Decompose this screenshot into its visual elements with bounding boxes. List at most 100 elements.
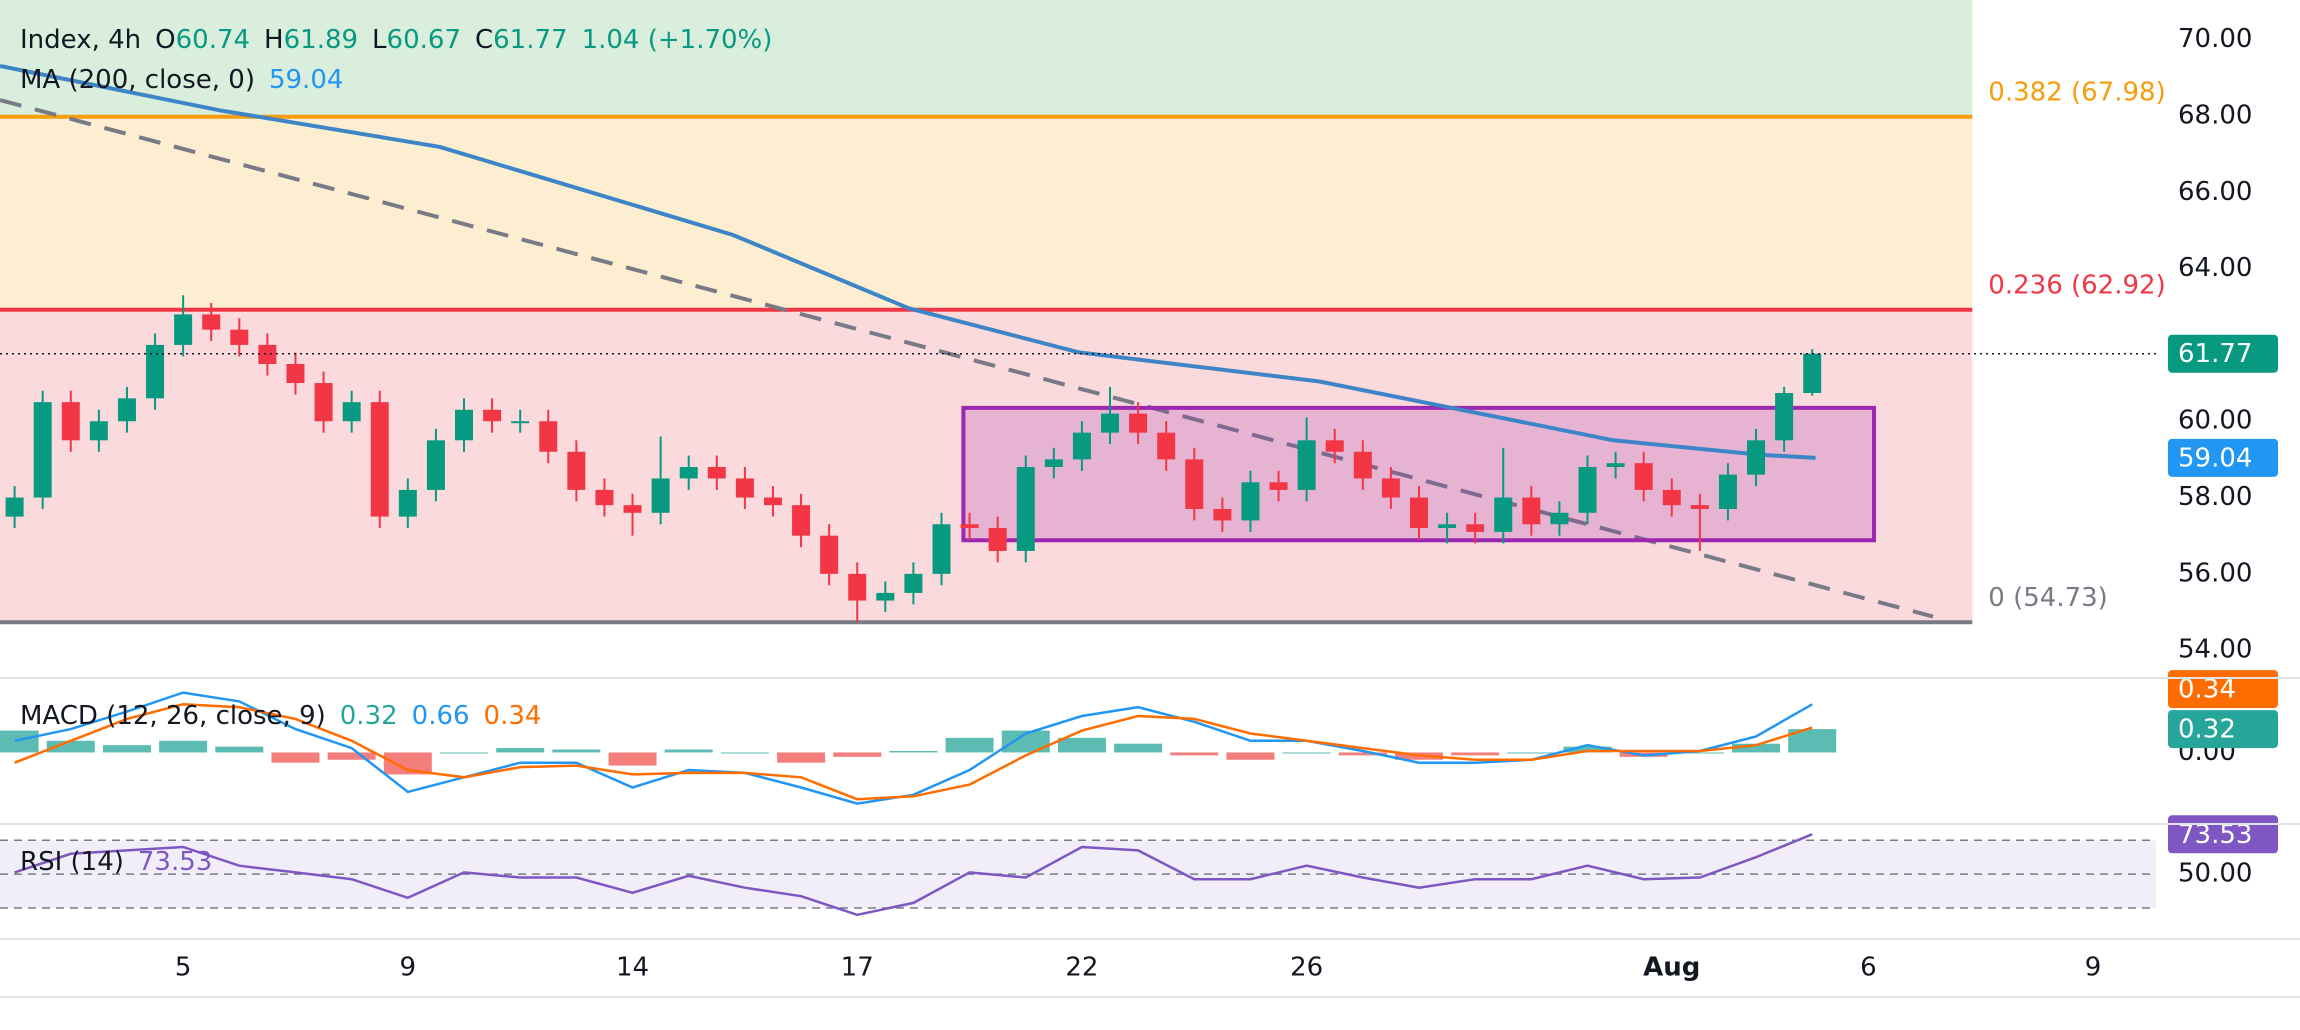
x-tick-label: 5 (175, 953, 192, 983)
field-key: O (155, 25, 175, 55)
histogram-bar (608, 752, 657, 766)
ma-price-label: 59.04 (2178, 443, 2252, 473)
histogram-bar (1788, 729, 1837, 753)
candle-body (1803, 353, 1822, 393)
x-tick-label: 26 (1290, 953, 1323, 983)
histogram-bar (1170, 752, 1219, 756)
fib-label: 0 (54.73) (1988, 583, 2108, 613)
candle-body (1550, 512, 1569, 525)
candle-body (1157, 432, 1176, 460)
candle-body (258, 344, 277, 364)
hist-label: 0.32 (340, 701, 398, 731)
ma-header: MA (200, close, 0) 59.04 (20, 65, 343, 95)
header-line: Index, 4h O60.74 H61.89 L60.67 C61.77 1.04 (+… (20, 25, 772, 55)
histogram-bar (496, 748, 545, 753)
last-price-label: 61.77 (2178, 339, 2252, 369)
y-tick-label: 60.00 (2178, 406, 2252, 436)
candle-body (89, 421, 108, 441)
y-tick-label: 66.00 (2178, 177, 2252, 207)
field-key: L (372, 25, 387, 55)
field-value: 61.77 (493, 25, 567, 55)
ma-line (0, 64, 1816, 460)
trendline (0, 98, 1934, 619)
macd-label: 0.66 (412, 701, 470, 731)
candle-body (1662, 489, 1681, 506)
histogram-bar (46, 740, 95, 753)
candle-body (1606, 463, 1625, 468)
rsi-label: 73.53 (138, 847, 212, 877)
candle-body (286, 363, 305, 384)
macd-header: MACD (12, 26, close, 9) 0.32 0.66 0.34 (20, 701, 541, 731)
candle-body (1690, 505, 1709, 509)
candle-body (1016, 467, 1035, 551)
candle-body (202, 314, 221, 330)
histogram-bar (1057, 737, 1106, 753)
candle-body (33, 402, 52, 498)
candle-body (1775, 392, 1794, 441)
candle-body (1297, 440, 1316, 490)
candle-body (1747, 440, 1766, 475)
candle-body (1185, 459, 1204, 509)
y-tick-label: 58.00 (2178, 482, 2252, 512)
candle-body (763, 497, 782, 506)
candle-body (230, 329, 249, 345)
candle-body (5, 497, 24, 517)
histogram-bar (327, 752, 376, 760)
candle-body (1522, 497, 1541, 525)
candle-body (1129, 413, 1148, 433)
candle-body (904, 573, 923, 593)
x-tick-label: 17 (841, 953, 874, 983)
histogram-bar (1114, 743, 1163, 753)
histogram-bar (383, 752, 432, 775)
candle-body (679, 467, 698, 479)
candle-body (1718, 474, 1737, 509)
candle-body (455, 409, 474, 441)
candle-body (1044, 459, 1063, 468)
candle-body (1578, 467, 1597, 513)
histogram-bar (1338, 752, 1387, 756)
signal-value-label: 0.34 (2178, 675, 2236, 705)
y-tick-label: 50.00 (2178, 859, 2252, 889)
candle-body (988, 528, 1007, 551)
x-tick-label: 9 (2085, 953, 2102, 983)
histogram-bar (1507, 752, 1556, 754)
fib-zone (0, 0, 1973, 117)
candle-body (1466, 524, 1485, 532)
change: 1.04 (+1.70%) (582, 25, 773, 55)
candle-body (932, 524, 951, 574)
histogram-bar (1226, 752, 1275, 760)
x-tick-label: 14 (616, 953, 649, 983)
y-tick-label: 70.00 (2178, 24, 2252, 54)
candle-body (848, 573, 867, 601)
y-tick-label: 56.00 (2178, 558, 2252, 588)
histogram-bar (215, 746, 264, 753)
histogram-bar (945, 737, 994, 753)
candle-body (595, 489, 614, 506)
histogram-bar (552, 749, 601, 753)
candle-body (117, 398, 136, 422)
candle-body (1409, 497, 1428, 529)
fib-zone (0, 116, 1973, 310)
last-price-box (2168, 334, 2278, 373)
candle-body (539, 421, 558, 452)
candle-body (1325, 440, 1344, 452)
ma-price-box (2168, 438, 2278, 477)
candle-body (398, 489, 417, 517)
candle-body (1353, 451, 1372, 479)
candle-body (1241, 482, 1260, 521)
candle-body (623, 505, 642, 513)
histogram-bar (833, 752, 882, 757)
candle-body (1072, 432, 1091, 460)
rsi-title: RSI (14) (20, 847, 124, 877)
candle-body (1494, 497, 1513, 532)
fib-label: 0.236 (62.92) (1988, 270, 2165, 300)
candle-body (876, 592, 895, 601)
candle-body (820, 535, 839, 574)
candle-body (370, 402, 389, 517)
histogram-bar (777, 752, 826, 763)
signal-line (14, 703, 1813, 801)
field-value: 61.89 (284, 25, 358, 55)
histogram-bar (0, 730, 39, 753)
symbol: Index, 4h (20, 25, 141, 55)
histogram-value-label: 0.32 (2178, 715, 2236, 745)
